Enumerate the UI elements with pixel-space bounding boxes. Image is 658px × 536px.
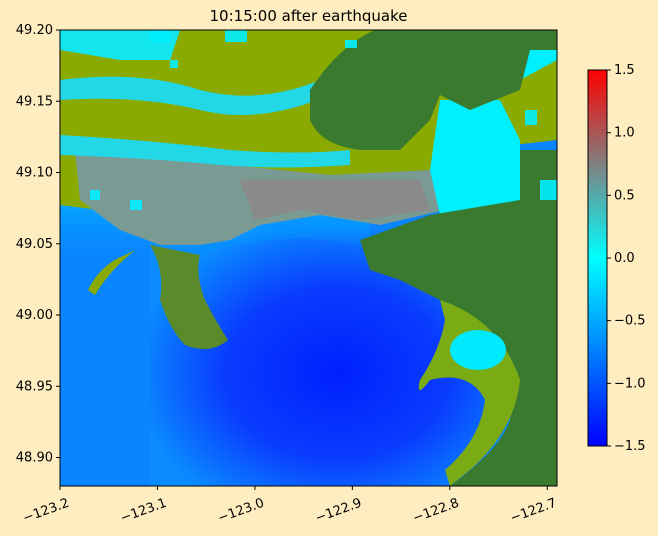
colorbar xyxy=(587,69,608,447)
west-spit xyxy=(88,250,135,295)
river-channel-south xyxy=(60,135,350,168)
river-channel-north xyxy=(60,76,330,115)
y-tick-label: 48.90 xyxy=(16,451,53,466)
colorbar-tick-label: 0.5 xyxy=(614,188,635,203)
east-inlet xyxy=(450,330,506,370)
colorbar-tick-label: 1.5 xyxy=(614,63,635,78)
x-tick-label: −123.2 xyxy=(21,496,71,527)
y-tick-label: 49.10 xyxy=(16,166,53,181)
colorbar-tick-label: −1.5 xyxy=(614,439,646,454)
map-image xyxy=(60,30,557,486)
x-tick-label: −123.1 xyxy=(118,496,168,527)
x-tick-label: −123.0 xyxy=(216,496,266,527)
x-tick-label: −122.9 xyxy=(313,496,363,527)
flooded-high-area xyxy=(240,180,430,220)
plot-frame xyxy=(59,29,558,487)
x-tick-label: −122.7 xyxy=(508,496,558,527)
colorbar-tick-label: −1.0 xyxy=(614,376,646,391)
southwest-peninsula xyxy=(150,245,228,349)
y-tick-label: 49.20 xyxy=(16,23,53,38)
y-tick-label: 49.15 xyxy=(16,94,53,109)
high-land-north xyxy=(310,30,557,150)
colorbar-tick-label: 0.0 xyxy=(614,251,635,266)
plot-title: 10:15:00 after earthquake xyxy=(209,7,408,25)
colorbar-axis: 1.5 1.0 0.5 0.0 −0.5 −1.0 −1.5 xyxy=(607,63,646,454)
y-tick-label: 49.05 xyxy=(16,237,53,252)
flooded-east-bay xyxy=(430,100,520,215)
colorbar-tick-label: 1.0 xyxy=(614,126,635,141)
x-axis: −123.2 −123.1 −123.0 −122.9 −122.8 −122.7 xyxy=(21,486,559,526)
colorbar-tick-label: −0.5 xyxy=(614,314,646,329)
y-tick-label: 49.00 xyxy=(16,308,53,323)
flood-pixels xyxy=(90,30,557,210)
x-tick-label: −122.8 xyxy=(411,496,461,527)
y-axis: 49.20 49.15 49.10 49.05 49.00 48.95 48.90 xyxy=(16,23,60,466)
y-tick-label: 48.95 xyxy=(16,379,53,394)
